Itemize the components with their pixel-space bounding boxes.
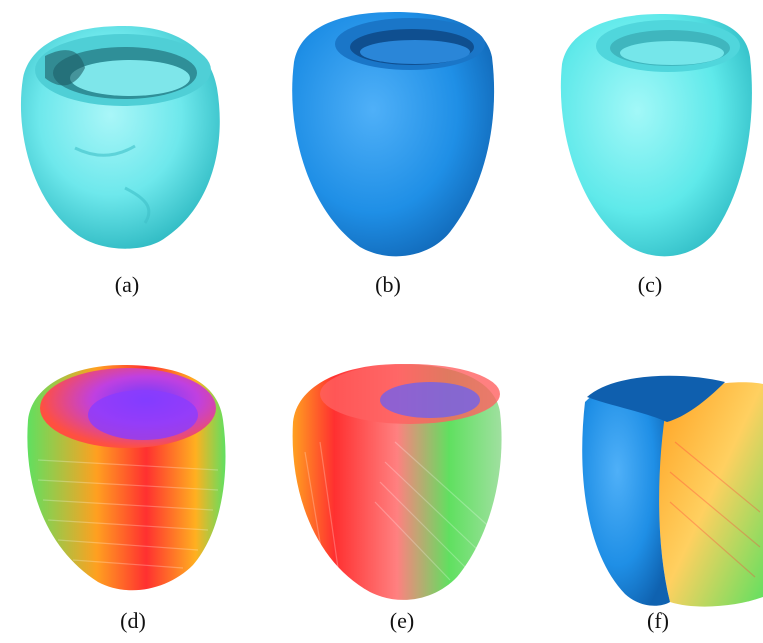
caption-b: (b) — [375, 272, 401, 297]
fiber-model-d-image — [27, 365, 226, 591]
caption-c: (c) — [637, 272, 663, 297]
panel-b — [280, 2, 510, 262]
heart-model-c-image — [560, 14, 752, 257]
caption-d: (d) — [120, 608, 146, 633]
caption-e: (e) — [389, 608, 415, 633]
hybrid-model-f-image — [582, 375, 763, 607]
panel-f — [575, 362, 763, 612]
heart-model-a-image — [20, 26, 220, 249]
fiber-model-e-image — [292, 364, 502, 600]
panel-a — [5, 8, 235, 258]
panel-c — [550, 2, 760, 262]
panel-d — [18, 350, 233, 600]
caption-a: (a) — [114, 272, 140, 297]
heart-model-b-image — [292, 12, 495, 257]
caption-f: (f) — [647, 608, 669, 633]
panel-e — [285, 352, 515, 607]
